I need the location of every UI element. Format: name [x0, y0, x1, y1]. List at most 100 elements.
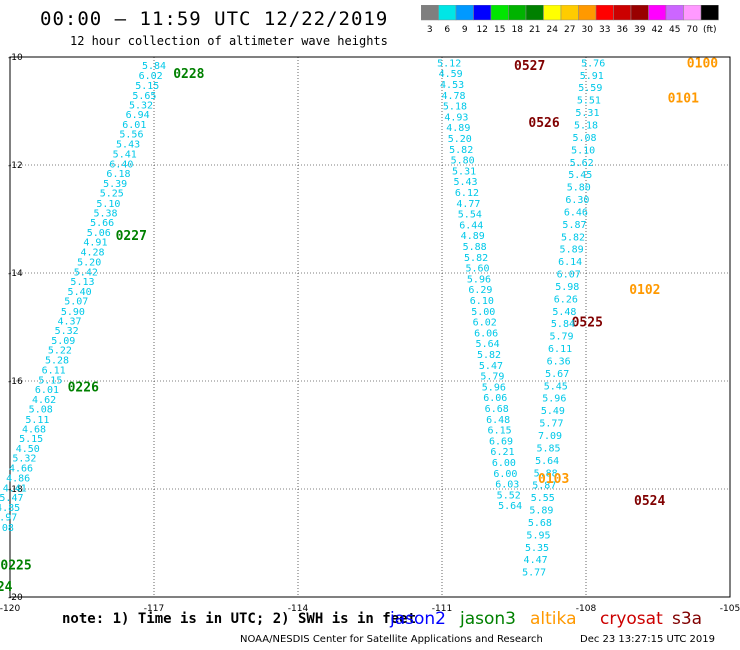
- wave-height-value: 5.28: [45, 355, 69, 366]
- wave-height-value: 5.15: [38, 375, 62, 386]
- timestamp-footer: Dec 23 13:27:15 UTC 2019: [580, 634, 715, 645]
- pass-time-label: 0224: [0, 580, 13, 595]
- wave-height-value: 6.18: [106, 169, 130, 180]
- scale-swatch: [438, 5, 457, 21]
- wave-height-value: 6.01: [35, 385, 59, 396]
- wave-height-value: 5.38: [93, 209, 117, 220]
- scale-swatch: [525, 5, 544, 21]
- chart-subtitle: 12 hour collection of altimeter wave hei…: [70, 34, 388, 48]
- wave-height-value: 6.68: [485, 404, 509, 415]
- wave-height-value: 5.43: [453, 177, 477, 188]
- wave-height-value: 5.51: [577, 96, 601, 107]
- wave-height-value: 6.15: [488, 426, 512, 437]
- scale-swatch: [473, 5, 492, 21]
- wave-height-value: 4.37: [57, 317, 81, 328]
- pass-time-label: 0228: [173, 67, 204, 82]
- wave-height-value: 5.32: [12, 454, 36, 465]
- wave-height-value: 5.07: [64, 297, 88, 308]
- wave-height-value: 5.88: [534, 468, 558, 479]
- scale-swatch: [665, 5, 684, 21]
- wave-height-value: 6.26: [554, 294, 578, 305]
- wave-height-value: 5.60: [465, 264, 489, 275]
- wave-height-value: 5.11: [25, 415, 49, 426]
- wave-height-value: 4.62: [32, 395, 56, 406]
- scale-swatch: [560, 5, 579, 21]
- wave-height-value: 5.40: [68, 287, 92, 298]
- wave-height-value: 6.14: [558, 257, 582, 268]
- wave-height-value: 5.49: [541, 406, 565, 417]
- wave-height-value: 5.82: [464, 253, 488, 264]
- wave-height-value: 5.00: [471, 307, 495, 318]
- wave-height-value: 4.66: [9, 463, 33, 474]
- wave-height-value: 5.87: [532, 481, 556, 492]
- scale-swatch: [595, 5, 614, 21]
- scale-label: 6: [444, 25, 450, 35]
- wave-height-value: 6.01: [122, 120, 146, 131]
- scale-label: 45: [669, 25, 680, 35]
- wave-height-value: 5.45: [568, 170, 592, 181]
- wave-height-value: 5.10: [96, 199, 120, 210]
- scale-swatch: [490, 5, 509, 21]
- wave-height-value: 4.97: [0, 513, 17, 524]
- scale-label: 30: [582, 25, 594, 35]
- wave-height-value: 4.89: [461, 231, 485, 242]
- scale-label: 36: [617, 25, 629, 35]
- wave-height-value: 5.96: [482, 382, 506, 393]
- scale-label: 33: [599, 25, 610, 35]
- scale-label: 24: [547, 25, 559, 35]
- wave-height-value: 5.80: [567, 183, 591, 194]
- scale-label: 12: [477, 25, 488, 35]
- pass-time-label: 0524: [634, 494, 665, 509]
- pass-time-label: 0527: [514, 59, 545, 74]
- scale-swatch: [578, 5, 597, 21]
- legend-jason2: jason2: [390, 609, 446, 629]
- wave-height-value: 5.47: [0, 493, 23, 504]
- wave-height-value: 5.15: [19, 434, 43, 445]
- wave-height-value: 5.79: [549, 332, 573, 343]
- scale-label: 39: [634, 25, 646, 35]
- credit-footer: NOAA/NESDIS Center for Satellite Applica…: [240, 634, 543, 645]
- wave-height-value: 5.89: [529, 506, 553, 517]
- wave-height-value: 5.10: [571, 145, 595, 156]
- wave-height-value: 6.44: [459, 220, 483, 231]
- wave-height-value: 5.25: [100, 189, 124, 200]
- wave-height-value: 5.08: [29, 405, 53, 416]
- wave-height-value: 5.52: [497, 490, 521, 501]
- wave-height-value: 5.85: [537, 443, 561, 454]
- wave-height-value: 5.76: [581, 58, 605, 69]
- pass-time-label: 0526: [528, 116, 559, 131]
- chart-title: 00:00 – 11:59 UTC 12/22/2019: [40, 8, 389, 30]
- wave-height-value: 6.06: [474, 328, 498, 339]
- wave-height-value: 6.21: [490, 447, 514, 458]
- pass-time-label: 0103: [538, 472, 569, 487]
- wave-height-value: 5.47: [479, 361, 503, 372]
- wave-height-value: 5.95: [526, 530, 550, 541]
- wave-height-value: 4.68: [22, 425, 46, 436]
- pass-time-label: 0227: [116, 229, 147, 244]
- wave-height-value: 5.12: [437, 58, 461, 69]
- wave-height-value: 5.87: [562, 220, 586, 231]
- wave-height-value: 4.85: [0, 503, 20, 514]
- wave-height-value: 5.66: [90, 218, 114, 229]
- wave-height-value: 6.46: [564, 207, 588, 218]
- wave-height-value: 6.11: [548, 344, 572, 355]
- wave-height-value: 5.64: [476, 339, 500, 350]
- wave-height-value: 6.03: [495, 480, 519, 491]
- wave-height-value: 4.50: [16, 444, 40, 455]
- wave-height-value: 4.78: [441, 91, 465, 102]
- wave-height-value: 5.84: [142, 61, 166, 72]
- wave-height-value: 5.77: [522, 568, 546, 579]
- wave-height-value: 5.48: [552, 307, 576, 318]
- wave-height-value: 5.43: [116, 139, 140, 150]
- scale-swatch: [630, 5, 649, 21]
- scale-label: 70: [687, 25, 699, 35]
- wave-height-value: 5.77: [539, 419, 563, 430]
- scale-swatch: [421, 5, 439, 21]
- wave-height-value: 4.47: [524, 555, 548, 566]
- scale-swatch: [700, 5, 719, 21]
- plot-frame: [9, 56, 731, 598]
- wave-height-value: 6.00: [493, 469, 517, 480]
- y-tick-label: -18: [8, 485, 23, 495]
- scale-label: 15: [494, 25, 505, 35]
